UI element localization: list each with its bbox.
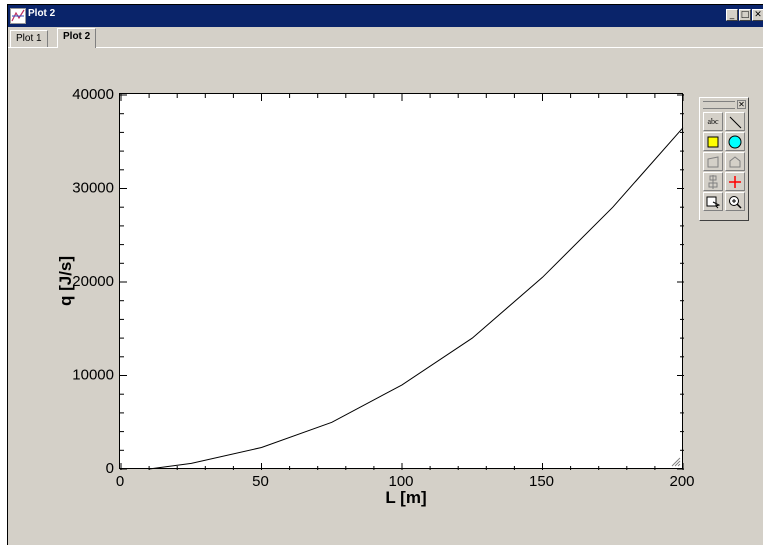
- y-axis-label: q [J/s]: [56, 256, 75, 306]
- crosshair-tool-button[interactable]: [725, 172, 745, 191]
- plot-window: Plot 2 _ □ ✕ Plot 1 Plot 2 0 50 100 150 200 0…: [8, 5, 763, 545]
- crosshair-icon: [729, 176, 741, 188]
- y-tick-label: 40000: [72, 86, 114, 103]
- y-tick-label: 10000: [72, 367, 114, 384]
- rectangle-tool-button[interactable]: [703, 132, 723, 151]
- close-button[interactable]: ✕: [752, 9, 763, 21]
- polyline-icon: [729, 156, 741, 168]
- y-tick-label: 20000: [72, 273, 114, 290]
- title-bar[interactable]: Plot 2 _ □ ✕: [8, 5, 763, 27]
- text-tool-button[interactable]: abc: [703, 112, 723, 131]
- drawing-toolbox: ✕ abc: [699, 97, 749, 221]
- polygon-icon: [707, 156, 719, 168]
- toolbox-close-icon[interactable]: ✕: [737, 100, 746, 109]
- zoom-icon: [729, 196, 742, 209]
- x-tick-label: 200: [669, 473, 694, 490]
- y-tick-label: 0: [106, 460, 114, 477]
- maximize-button[interactable]: □: [739, 9, 751, 21]
- ellipse-icon: [728, 135, 742, 149]
- polygon-tool-button[interactable]: [703, 152, 723, 171]
- data-series-line: [149, 127, 684, 470]
- tab-plot-1[interactable]: Plot 1: [10, 30, 48, 47]
- select-tool-button[interactable]: [703, 192, 723, 211]
- toolbox-grip[interactable]: [703, 101, 735, 109]
- tab-plot-2[interactable]: Plot 2: [57, 28, 97, 48]
- polyline-tool-button[interactable]: [725, 152, 745, 171]
- text-tool-label: abc: [707, 117, 719, 126]
- zoom-tool-button[interactable]: [725, 192, 745, 211]
- plot-area[interactable]: [119, 93, 684, 470]
- minimize-button[interactable]: _: [726, 9, 738, 21]
- app-icon: [10, 8, 26, 24]
- x-tick-label: 150: [529, 473, 554, 490]
- plot-canvas: [120, 94, 684, 470]
- x-tick-label: 50: [252, 473, 269, 490]
- y-tick-label: 30000: [72, 180, 114, 197]
- rectangle-icon: [707, 136, 719, 148]
- line-icon: [729, 116, 742, 129]
- x-tick-label: 0: [116, 473, 124, 490]
- x-axis-label: L [m]: [385, 488, 426, 507]
- align-icon: [708, 175, 718, 189]
- resize-grip-icon[interactable]: [671, 457, 681, 467]
- tab-bar: Plot 1 Plot 2: [8, 27, 763, 48]
- x-tick-label: 100: [388, 473, 413, 490]
- line-tool-button[interactable]: [725, 112, 745, 131]
- ellipse-tool-button[interactable]: [725, 132, 745, 151]
- tab-divider: [8, 47, 763, 48]
- align-tool-button[interactable]: [703, 172, 723, 191]
- window-title: Plot 2: [28, 8, 56, 19]
- pointer-select-icon: [706, 196, 720, 209]
